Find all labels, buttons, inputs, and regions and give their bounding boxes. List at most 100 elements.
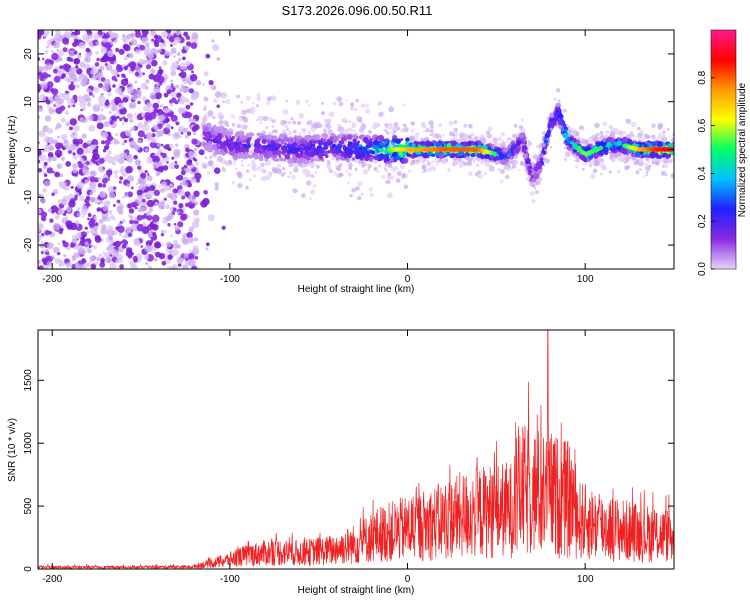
heatmap-noise-cell	[158, 252, 166, 260]
heatmap-noise-cell	[54, 171, 60, 178]
heatmap-ridge-cell	[224, 143, 228, 146]
heatmap-halo-cell	[564, 146, 568, 150]
heatmap-noise-cell	[179, 135, 183, 139]
heatmap-noise-cell	[61, 92, 70, 101]
heatmap-halo-cell	[629, 131, 633, 135]
heatmap-halo-cell	[203, 96, 206, 99]
heatmap-halo-cell	[210, 160, 213, 164]
heatmap-halo-cell	[553, 97, 558, 101]
heatmap-noise-cell	[90, 196, 96, 203]
heatmap-noise-cell	[109, 32, 116, 39]
heatmap-noise-cell	[176, 211, 180, 215]
heatmap-halo-cell	[350, 107, 354, 111]
heatmap-noise-cell	[104, 252, 110, 258]
heatmap-noise-cell	[189, 102, 194, 106]
heatmap-ridge-cell	[313, 140, 317, 144]
heatmap-noise-cell	[164, 204, 171, 210]
heatmap-ridge-cell	[358, 146, 363, 151]
heatmap-noise-cell	[98, 157, 105, 164]
heatmap-noise-cell	[112, 162, 116, 166]
heatmap-noise-cell	[200, 200, 208, 208]
heatmap-halo-cell	[250, 159, 256, 165]
heatmap-noise-cell	[116, 199, 121, 204]
heatmap-ridge-cell	[254, 139, 260, 145]
heatmap-ridge-cell	[466, 141, 472, 147]
heatmap-halo-cell	[267, 170, 272, 175]
heatmap-halo-cell	[207, 110, 214, 116]
heatmap-ridge-cell	[480, 154, 484, 158]
heatmap-halo-cell	[427, 167, 433, 172]
heatmap-noise-cell	[127, 203, 132, 209]
heatmap-noise-cell	[120, 78, 129, 87]
heatmap-noise-cell	[161, 229, 165, 233]
heatmap-noise-cell	[181, 195, 186, 200]
heatmap-halo-cell	[420, 121, 426, 127]
heatmap-halo-cell	[567, 128, 571, 131]
heatmap-halo-cell	[529, 190, 535, 196]
heatmap-noise-cell	[161, 181, 168, 188]
heatmap-halo-cell	[359, 127, 363, 131]
spectrogram-x-tick-label: 100	[577, 274, 594, 285]
heatmap-noise-cell	[168, 36, 175, 43]
heatmap-halo-cell	[602, 121, 608, 127]
heatmap-halo-cell	[351, 155, 355, 159]
heatmap-ridge-cell	[463, 141, 468, 146]
heatmap-noise-cell	[137, 185, 141, 188]
heatmap-noise-cell	[123, 44, 131, 52]
heatmap-noise-region	[38, 30, 227, 269]
heatmap-halo-cell	[401, 173, 406, 179]
heatmap-halo-cell	[438, 123, 443, 127]
heatmap-halo-cell	[563, 109, 567, 113]
heatmap-noise-cell	[63, 139, 68, 144]
heatmap-noise-cell	[60, 117, 66, 123]
heatmap-halo-cell	[399, 164, 405, 170]
heatmap-noise-cell	[152, 102, 159, 110]
heatmap-ridge-cell	[385, 156, 390, 162]
snr-x-axis-label: Height of straight line (km)	[298, 585, 415, 596]
heatmap-halo-cell	[528, 182, 532, 186]
spectrogram-x-tick-label: -200	[42, 274, 62, 285]
heatmap-ridge-cell	[318, 153, 323, 159]
heatmap-noise-cell	[174, 164, 180, 170]
heatmap-noise-cell	[130, 215, 134, 220]
heatmap-noise-cell	[112, 248, 116, 252]
colorbar-ticks: 0.00.20.40.60.8	[697, 70, 715, 276]
heatmap-noise-cell	[185, 104, 191, 110]
spectrogram-x-tick-label: -100	[220, 274, 240, 285]
heatmap-noise-cell	[174, 225, 180, 231]
heatmap-noise-cell	[130, 93, 138, 101]
heatmap-ridge-cell	[477, 141, 482, 146]
heatmap-noise-cell	[135, 66, 141, 72]
heatmap-noise-cell	[92, 104, 100, 112]
heatmap-halo-cell	[360, 142, 363, 145]
heatmap-halo-cell	[210, 157, 213, 160]
heatmap-noise-cell	[106, 33, 111, 39]
heatmap-noise-cell	[56, 163, 63, 169]
heatmap-noise-cell	[53, 189, 59, 195]
heatmap-noise-cell	[112, 84, 116, 88]
heatmap-noise-cell	[48, 109, 53, 114]
heatmap-noise-cell	[102, 38, 108, 43]
heatmap-noise-cell	[45, 144, 48, 148]
heatmap-noise-cell	[84, 179, 89, 184]
heatmap-noise-cell	[77, 266, 81, 269]
heatmap-halo-cell	[312, 184, 317, 188]
heatmap-noise-cell	[45, 249, 50, 253]
heatmap-halo-cell	[260, 168, 265, 173]
heatmap-noise-cell	[98, 83, 103, 88]
heatmap-noise-cell	[38, 88, 41, 93]
heatmap-noise-cell	[68, 66, 77, 74]
heatmap-ridge-cell	[311, 143, 316, 148]
heatmap-noise-cell	[149, 185, 156, 192]
heatmap-halo-cell	[400, 128, 405, 133]
heatmap-ridge-cell	[304, 148, 309, 154]
heatmap-halo-cell	[252, 174, 256, 178]
heatmap-halo-cell	[671, 132, 674, 137]
heatmap-noise-cell	[107, 150, 112, 155]
colorbar-tick-label: 0.0	[697, 262, 708, 276]
heatmap-noise-cell	[148, 73, 155, 80]
heatmap-ridge-cell	[317, 139, 324, 146]
heatmap-ridge-cell	[371, 150, 375, 155]
heatmap-halo-cell	[203, 104, 207, 108]
heatmap-ridge-cell	[248, 132, 254, 138]
